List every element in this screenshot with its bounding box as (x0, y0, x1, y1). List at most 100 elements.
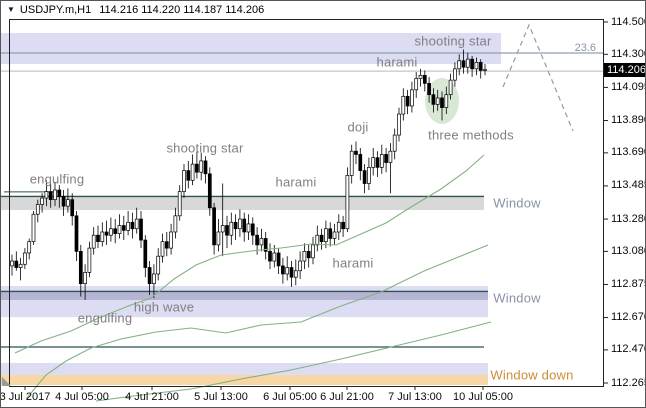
candle-body (87, 247, 92, 273)
chevron-down-icon[interactable]: ▼ (7, 5, 15, 14)
candle-body (164, 241, 169, 249)
candle-body (139, 218, 143, 241)
pattern-label: harami (275, 174, 317, 190)
candle-body (199, 160, 204, 173)
candle-body (10, 260, 14, 267)
candle-body (186, 170, 191, 181)
pattern-label: shooting star (166, 140, 244, 156)
candle-body (410, 89, 414, 107)
candle-body (478, 62, 483, 71)
candle-body (229, 221, 234, 236)
candle-body (190, 163, 195, 181)
candle-body (328, 228, 333, 239)
candle-body (238, 218, 242, 230)
window-zone (1, 374, 488, 385)
pattern-label: three methods (428, 127, 514, 143)
time-axis-label: 5 Jul 13:00 (194, 391, 248, 403)
window-label: Window (493, 290, 541, 306)
candle-body (474, 62, 479, 70)
candle-body (182, 170, 186, 192)
candle-body (143, 239, 148, 268)
candle-body (160, 241, 165, 257)
candle-body (311, 244, 315, 259)
window-zone (1, 362, 488, 375)
price-axis-label: 113.080 (611, 244, 645, 257)
candle-body (14, 260, 19, 268)
candle-body (440, 97, 444, 108)
candle-body (220, 225, 225, 233)
pattern-label: engulfing (29, 171, 85, 187)
candle-body (255, 234, 259, 246)
candle-body (453, 68, 457, 81)
window-zone (1, 290, 488, 300)
candle-body (250, 223, 255, 236)
price-axis-label: 113.485 (611, 179, 645, 192)
candle-body (349, 150, 354, 176)
window-zone (1, 32, 501, 64)
price-axis-label: 114.095 (611, 80, 645, 93)
candle-body (414, 78, 419, 91)
chart-symbol-title: USDJPY.m,H1 (19, 4, 92, 16)
time-axis-label: 7 Jul 13:00 (388, 391, 442, 403)
candle-body (216, 231, 221, 246)
candle-body (367, 167, 371, 184)
price-axis-label: 113.690 (611, 146, 645, 159)
candle-body (212, 207, 216, 246)
candle-body (461, 60, 466, 68)
forecast-zigzag (502, 23, 574, 132)
candle-body (70, 199, 75, 217)
ma-fast-line (14, 154, 485, 354)
candle-body (78, 251, 83, 285)
pattern-label: harami (332, 255, 374, 271)
candle-body (332, 231, 337, 239)
price-axis-label: 112.670 (611, 311, 645, 324)
candle-body (66, 199, 70, 207)
pattern-label: engulfing (77, 310, 133, 326)
price-axis-label: 112.875 (611, 277, 645, 290)
candle-body (375, 157, 380, 168)
time-axis-label: 4 Jul 05:00 (55, 391, 109, 403)
time-axis-label: 3 Jul 2017 (0, 391, 51, 403)
candle-body (268, 251, 272, 262)
candle-body (113, 228, 118, 234)
candle-body (483, 69, 487, 71)
candle-body (242, 218, 247, 233)
candle-body (302, 251, 307, 262)
candle-body (233, 221, 238, 230)
candle-body (152, 273, 156, 285)
candle-body (117, 225, 122, 234)
candle-body (397, 113, 401, 136)
candle-body (169, 231, 173, 249)
candle-body (444, 94, 449, 108)
candle-body (448, 79, 453, 96)
candle-body (405, 95, 410, 107)
candle-body (465, 58, 470, 68)
candle-body (384, 154, 388, 163)
candle-body (263, 238, 268, 252)
candle-body (435, 97, 440, 105)
candle-body (130, 221, 135, 230)
candle-body (147, 267, 152, 285)
current-price-tag: 114.206 (604, 63, 645, 77)
candle-body (431, 94, 436, 105)
candle-body (276, 252, 281, 267)
candle-body (48, 191, 53, 201)
candle-body (418, 74, 423, 79)
candle-body (177, 191, 182, 217)
candle-body (57, 189, 62, 197)
time-axis-label: 4 Jul 21:00 (125, 391, 179, 403)
pattern-label: high wave (133, 299, 195, 315)
candle-body (388, 150, 393, 163)
fib-level-label: 23.6 (574, 42, 596, 54)
candle-body (74, 215, 79, 252)
candle-body (203, 160, 208, 175)
chart-title-bar: ▼ USDJPY.m,H1 114.216 114.220 114.187 114.… (7, 4, 264, 18)
candle-body (422, 74, 427, 84)
price-axis-label: 112.265 (611, 376, 645, 389)
candle-body (298, 260, 302, 272)
candle-body (173, 215, 178, 233)
candle-body (35, 204, 40, 215)
candle-body (259, 238, 264, 246)
candle-body (289, 267, 294, 278)
